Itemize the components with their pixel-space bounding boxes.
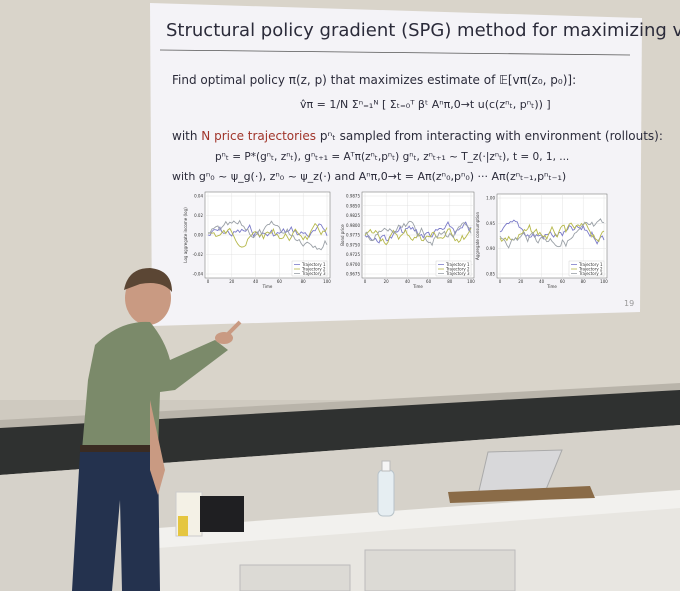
- y-tick-label: -0.04: [193, 272, 204, 277]
- x-tick-label: 80: [581, 279, 587, 284]
- arm: [150, 400, 165, 495]
- drawer: [364, 549, 516, 591]
- drawer: [239, 564, 351, 591]
- legend-label: Trajectory 2: [445, 267, 470, 272]
- x-tick-label: 40: [405, 279, 411, 284]
- x-tick-label: 0: [499, 279, 502, 284]
- y-tick-label: 0.9725: [346, 252, 360, 257]
- trajectory-line: [207, 219, 328, 251]
- device: [200, 496, 244, 532]
- legend-label: Trajectory 2: [301, 267, 326, 272]
- x-tick-label: 40: [539, 279, 545, 284]
- x-tick-label: 100: [467, 279, 475, 284]
- trajectory-line: [499, 221, 605, 243]
- x-axis-label: Time: [262, 284, 273, 289]
- y-tick-label: 0.9700: [346, 262, 360, 267]
- x-tick-label: 80: [301, 279, 307, 284]
- trajectory-line: [499, 218, 605, 249]
- page-number: 19: [624, 299, 634, 308]
- legend-label: Trajectory 3: [445, 271, 470, 276]
- slide-title: Structural policy gradient (SPG) method …: [166, 20, 680, 41]
- y-tick-label: 0.9825: [346, 213, 360, 218]
- x-tick-label: 0: [364, 279, 367, 284]
- hand: [215, 332, 233, 344]
- y-tick-label: 0.9800: [346, 223, 360, 228]
- plots: 0 20 40 60 80 100 0.04 0.02 0.00 -0.02 -0.04 Time Lo…: [183, 191, 608, 289]
- x-axis-label: Time: [412, 284, 423, 289]
- hair: [124, 268, 172, 292]
- y-tick-label: 0.02: [194, 213, 203, 218]
- yellow-item: [178, 516, 188, 536]
- x-tick-label: 20: [384, 279, 390, 284]
- bottle-cap: [381, 460, 391, 472]
- highlight: N price trajectories: [201, 129, 316, 143]
- laptop-stand: [448, 486, 595, 503]
- trajectory-line: [499, 219, 605, 245]
- y-axis-label: Aggregate consumption: [475, 212, 480, 260]
- y-axis-label: Bond price: [340, 224, 345, 246]
- x-tick-label: 80: [447, 279, 453, 284]
- legend-label: Trajectory 3: [301, 271, 326, 276]
- legend: [435, 260, 472, 277]
- title-rule: [159, 49, 631, 56]
- x-tick-label: 20: [518, 279, 524, 284]
- y-axis-label: Log aggregate income (log): [183, 207, 188, 263]
- legend-label: Trajectory 1: [445, 262, 470, 267]
- belt: [80, 445, 158, 453]
- y-tick-label: 0.85: [486, 272, 495, 277]
- x-tick-label: 60: [426, 279, 432, 284]
- trajectory-line: [207, 222, 328, 248]
- x-tick-label: 60: [277, 279, 283, 284]
- x-tick-label: 100: [600, 279, 608, 284]
- y-tick-label: 0.04: [194, 194, 203, 199]
- text: with: [172, 129, 197, 143]
- y-tick-label: -0.02: [193, 252, 204, 257]
- y-tick-label: 0.00: [194, 233, 203, 238]
- trousers: [72, 452, 160, 591]
- rail-edge: [0, 383, 680, 428]
- y-tick-label: 0.9875: [346, 194, 360, 199]
- legend-label: Trajectory 2: [578, 267, 603, 272]
- legend-label: Trajectory 3: [578, 271, 603, 276]
- slide-line: with N price trajectories pⁿₜ sampled fr…: [172, 129, 663, 143]
- x-tick-label: 60: [560, 279, 566, 284]
- board-rail: [0, 388, 680, 475]
- legend-label: Trajectory 1: [301, 262, 326, 267]
- legend: [568, 260, 605, 277]
- finger: [226, 320, 242, 336]
- water-bottle: [377, 469, 395, 517]
- x-axis-label: Time: [546, 284, 557, 289]
- x-tick-label: 20: [229, 279, 235, 284]
- y-tick-label: 0.9750: [346, 242, 360, 247]
- desk-top: [158, 490, 680, 548]
- y-tick-label: 0.95: [486, 221, 495, 226]
- legend-label: Trajectory 1: [578, 262, 603, 267]
- y-tick-label: 0.9675: [346, 272, 360, 277]
- slide-line: Find optimal policy π(z, p) that maximiz…: [172, 73, 576, 87]
- y-tick-label: 0.90: [486, 246, 495, 251]
- formula: v̂π = 1/N Σⁿ₌₁ᴺ [ Σₜ₌₀ᵀ βᵗ Aⁿπ,0→t u(c(z…: [300, 98, 551, 111]
- shirt: [82, 321, 228, 450]
- legend: [291, 260, 328, 277]
- formula: pⁿₜ = P*(gⁿₜ, zⁿₜ), gⁿₜ₊₁ = Aᵀπ(zⁿₜ,pⁿₜ)…: [215, 151, 569, 163]
- x-tick-label: 100: [323, 279, 331, 284]
- y-tick-label: 0.9850: [346, 203, 360, 208]
- y-tick-label: 1.00: [486, 196, 495, 201]
- x-tick-label: 0: [207, 279, 210, 284]
- trajectory-line: [364, 220, 472, 247]
- y-tick-label: 0.9775: [346, 233, 360, 238]
- text: pⁿₜ sampled from interacting with enviro…: [320, 129, 663, 143]
- slide-line: with gⁿ₀ ~ ψ_g(·), zⁿ₀ ~ ψ_z(·) and Aⁿπ,…: [172, 170, 566, 183]
- x-tick-label: 40: [253, 279, 259, 284]
